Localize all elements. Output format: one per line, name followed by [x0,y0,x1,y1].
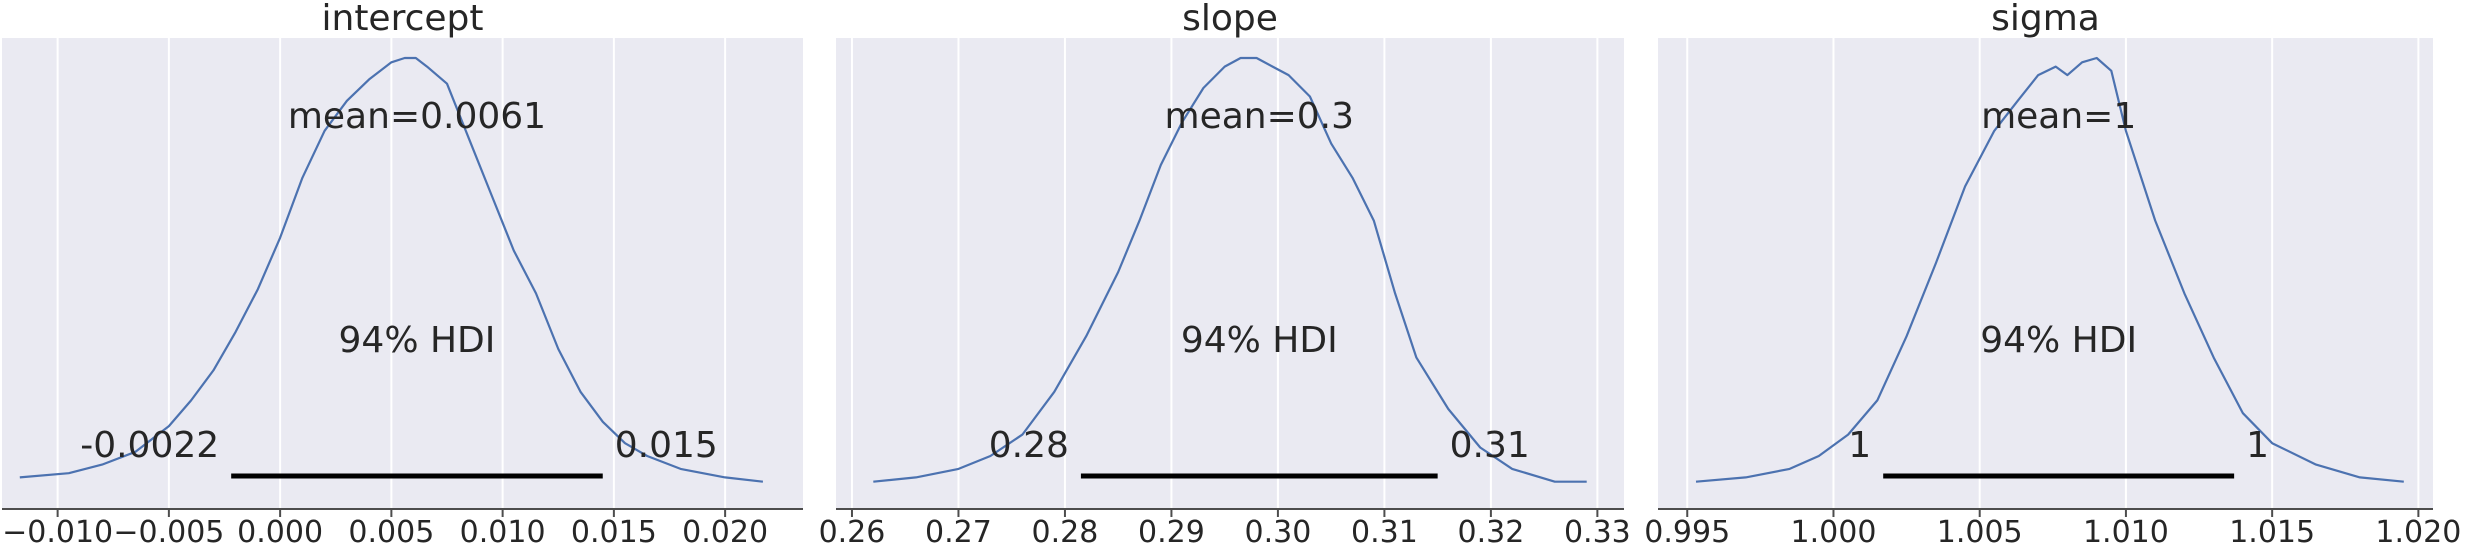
x-tick-label: 0.27 [925,515,992,550]
x-tick-label: 0.29 [1138,515,1205,550]
panel-title: slope [1182,0,1278,39]
hdi-high-label: 1 [2246,425,2269,466]
plot-background [836,38,1624,509]
panel-intercept: intercept mean=0.0061 94% HDI -0.0022 0.015 −… [2,0,803,550]
panel-sigma: sigma mean=1 94% HDI 1 1 0.995 1.000 1.005 1.010… [1644,0,2461,550]
hdi-label: 94% HDI [339,320,496,361]
hdi-low-label: -0.0022 [80,425,219,466]
panel-title: sigma [1991,0,2100,39]
x-tick-label: 0.30 [1245,515,1312,550]
panel-slope: slope mean=0.3 94% HDI 0.28 0.31 0.26 0.27 0.28… [819,0,1631,550]
hdi-label: 94% HDI [1980,320,2137,361]
x-tick-label: 1.000 [1791,515,1877,550]
x-tick-label: 1.015 [2229,515,2315,550]
x-tick-label: 1.020 [2375,515,2461,550]
x-tick-label: −0.010 [2,515,113,550]
density-curve [1695,56,2404,483]
hdi-high-label: 0.31 [1450,425,1530,466]
plot-background [2,38,803,509]
hdi-low-label: 0.28 [989,425,1069,466]
x-tick-label: 0.33 [1564,515,1631,550]
hdi-low-label: 1 [1848,425,1871,466]
mean-label: mean=1 [1981,96,2136,137]
x-tick-label: 0.995 [1644,515,1730,550]
x-tick-label: 0.32 [1457,515,1524,550]
hdi-label: 94% HDI [1181,320,1338,361]
density-curve [19,56,764,483]
mean-label: mean=0.3 [1165,96,1355,137]
x-tick-label: 0.28 [1032,515,1099,550]
x-tick-label: 1.010 [2083,515,2169,550]
mean-label: mean=0.0061 [288,96,546,137]
x-tick-label: 0.005 [348,515,434,550]
hdi-high-label: 0.015 [615,425,718,466]
panel-title: intercept [322,0,484,39]
x-tick-label: 0.31 [1351,515,1418,550]
x-tick-label: 0.010 [460,515,546,550]
x-tick-label: 0.000 [237,515,323,550]
density-curve [873,56,1587,483]
x-tick-label: −0.005 [113,515,224,550]
x-tick-label: 0.015 [571,515,657,550]
x-tick-label: 1.005 [1937,515,2023,550]
x-tick-label: 0.020 [682,515,768,550]
x-tick-label: 0.26 [819,515,886,550]
plot-background [1658,38,2433,509]
